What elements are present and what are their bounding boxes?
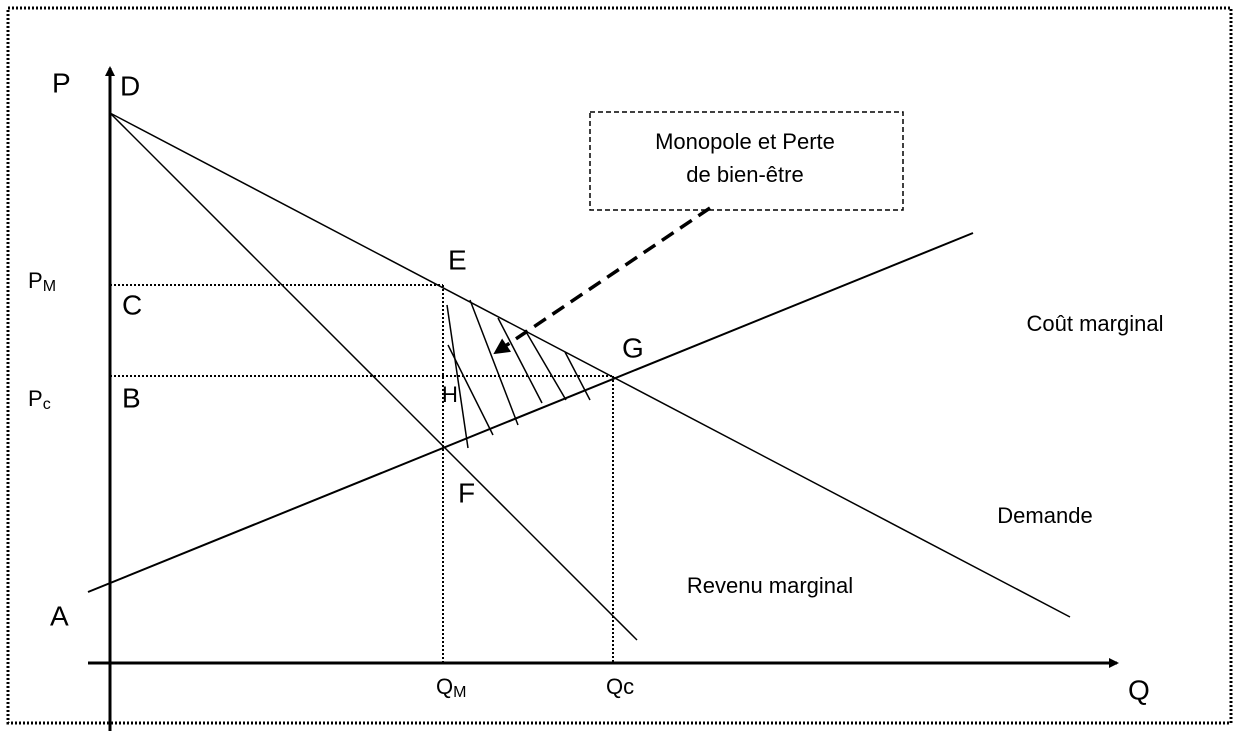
label-sub: M bbox=[43, 278, 56, 295]
hatching bbox=[446, 299, 591, 449]
frame bbox=[6, 6, 1233, 725]
demand-curve bbox=[109, 112, 1071, 618]
curve-label: Coût marginal bbox=[1027, 311, 1164, 336]
callout-box bbox=[589, 111, 904, 211]
point-label: D bbox=[120, 70, 140, 101]
label-main: P bbox=[28, 268, 43, 293]
price-label: PM bbox=[28, 268, 56, 295]
axis-label: Q bbox=[1128, 674, 1150, 705]
curve-label: Revenu marginal bbox=[687, 573, 853, 598]
point-label: B bbox=[122, 382, 141, 413]
callout-arrow bbox=[493, 206, 711, 355]
point-label: F bbox=[458, 477, 475, 508]
quantity-label: QM bbox=[436, 674, 466, 701]
guides bbox=[110, 284, 614, 663]
point-label: C bbox=[122, 289, 142, 320]
label-sub: M bbox=[453, 684, 466, 701]
callout-text: Monopole et Perte bbox=[655, 129, 835, 154]
axis-label: P bbox=[52, 67, 71, 98]
price-label: Pc bbox=[28, 386, 51, 413]
label-main: Q bbox=[436, 674, 453, 699]
point-label: H bbox=[442, 382, 458, 407]
quantity-label: Qc bbox=[606, 674, 634, 699]
point-label: E bbox=[448, 244, 467, 275]
label-main: P bbox=[28, 386, 43, 411]
label-sub: c bbox=[43, 396, 51, 413]
point-label: G bbox=[622, 332, 644, 363]
callout-text: de bien-être bbox=[686, 162, 803, 187]
marginal-cost-curve bbox=[87, 232, 974, 593]
point-label: A bbox=[50, 600, 69, 631]
marginal-revenue-curve bbox=[109, 112, 638, 641]
curve-label: Demande bbox=[997, 503, 1092, 528]
